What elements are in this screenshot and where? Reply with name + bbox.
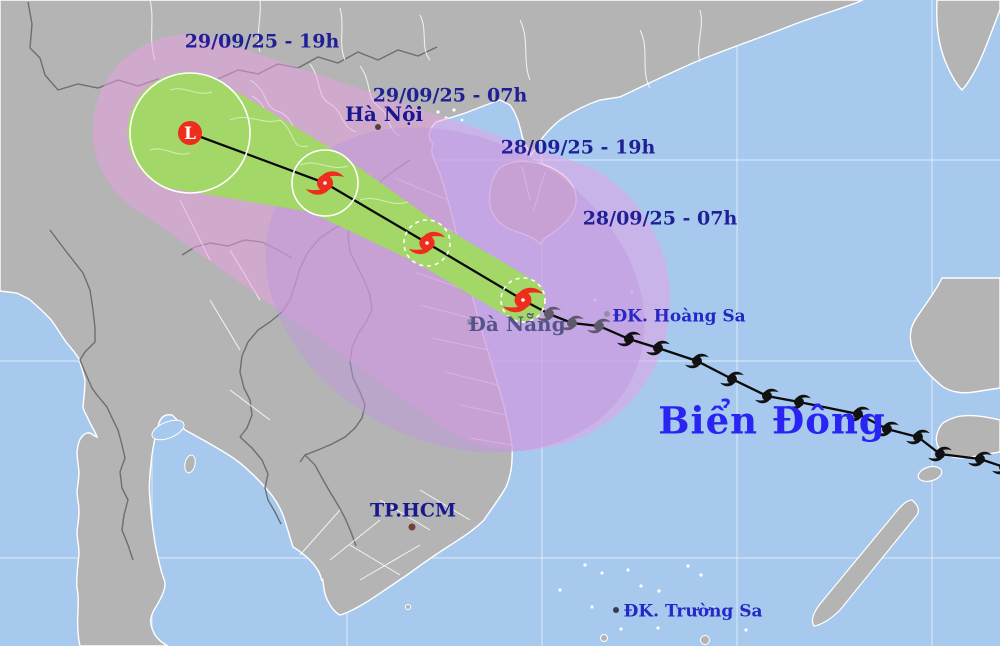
storm-track-layer: L: [129, 72, 1000, 475]
islet: [917, 465, 943, 483]
islet: [600, 634, 608, 642]
storm-eye-dot: [521, 298, 525, 302]
wind-range-circle: [129, 72, 251, 194]
storm-eye-dot: [425, 241, 429, 245]
islet: [405, 604, 411, 610]
storm-eye-dot: [323, 181, 327, 185]
island-mindoro: [935, 414, 1000, 459]
low-pressure-letter: L: [184, 124, 196, 144]
island-taiwan: [936, 0, 1000, 91]
island-luzon: [909, 277, 1000, 394]
forecast-cone: [127, 72, 546, 323]
cone-province-lines: [149, 88, 409, 204]
lake-tonle-sap: [151, 419, 185, 441]
wind-range-circle: [500, 277, 546, 323]
island-phu-quoc: [184, 454, 196, 474]
wind-range-circle: [291, 149, 359, 217]
wind-range-circle: [403, 219, 451, 267]
low-pressure-marker: [178, 121, 202, 145]
islet: [700, 635, 710, 645]
island-palawan: [811, 499, 919, 627]
